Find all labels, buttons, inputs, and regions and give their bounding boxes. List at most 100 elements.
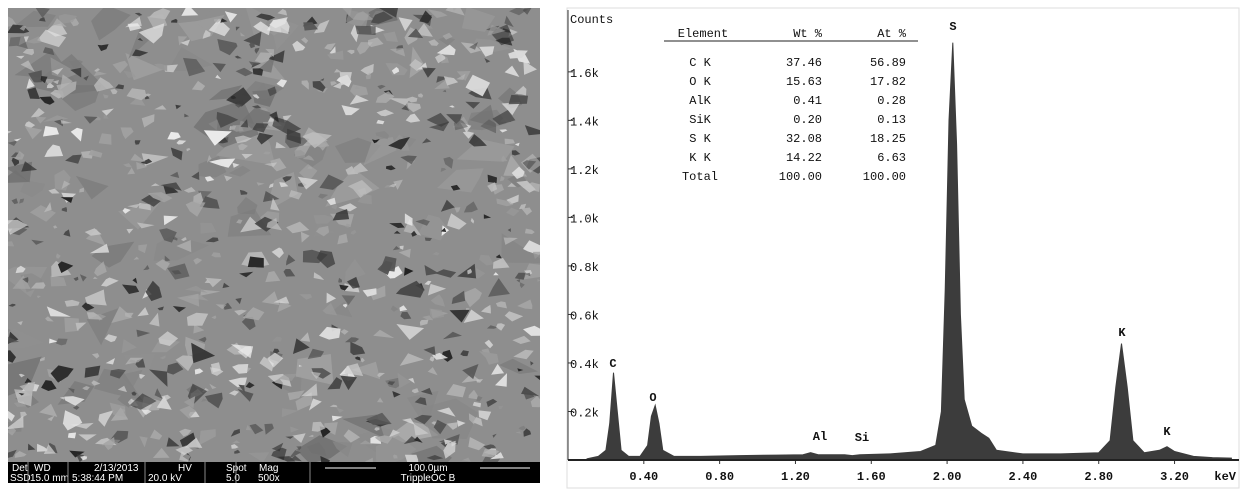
- sem-grain: [136, 161, 148, 170]
- sem-grain: [511, 150, 521, 156]
- sem-grain: [31, 239, 44, 245]
- sem-grain: [518, 425, 526, 431]
- y-tick-label: 0.4k: [570, 358, 599, 372]
- scale-bar-label: 100.0µm: [408, 463, 447, 474]
- sem-grain: [327, 377, 343, 390]
- sem-grain: [234, 449, 241, 454]
- sem-grain: [172, 237, 178, 241]
- sem-grain: [136, 222, 155, 229]
- sem-grain: [215, 74, 222, 80]
- sem-grain: [298, 364, 303, 367]
- sem-grain: [138, 244, 148, 254]
- sem-grain: [8, 336, 20, 343]
- sem-grain: [311, 368, 331, 379]
- sem-grain: [70, 127, 83, 142]
- sem-grain: [264, 423, 274, 435]
- sem-grain: [209, 383, 217, 389]
- sem-grain: [163, 215, 179, 226]
- sem-grain: [397, 372, 411, 389]
- table-cell: 14.22: [786, 151, 822, 165]
- sem-grain: [84, 228, 102, 236]
- sem-grain: [414, 397, 427, 406]
- sem-grain: [341, 295, 356, 306]
- sem-grain: [392, 391, 401, 398]
- sem-grain: [376, 109, 395, 117]
- sem-grain: [349, 95, 369, 105]
- sem-grain: [127, 167, 135, 175]
- sem-grain: [84, 365, 101, 378]
- sem-grain: [442, 331, 462, 340]
- sem-grain: [292, 433, 306, 443]
- sem-grain: [427, 283, 447, 296]
- info-value: 500x: [258, 473, 280, 484]
- sem-grain: [440, 227, 447, 232]
- sem-grain: [344, 223, 351, 229]
- sem-grain: [375, 91, 395, 103]
- sem-grain: [19, 25, 27, 31]
- sem-grain: [419, 319, 429, 326]
- sem-grain: [393, 179, 403, 190]
- sem-grain: [159, 355, 166, 360]
- sem-grain: [191, 80, 206, 91]
- sem-grain: [307, 348, 325, 359]
- sem-grain: [437, 407, 456, 417]
- sem-grain: [509, 8, 529, 16]
- sem-grain: [481, 304, 491, 314]
- sem-grain: [484, 58, 491, 63]
- sem-grain: [522, 160, 537, 170]
- peak-label: Al: [813, 430, 827, 444]
- sem-grain: [319, 326, 341, 340]
- sem-grain: [240, 32, 246, 37]
- sem-grain: [8, 219, 28, 235]
- sem-grain: [8, 303, 16, 307]
- sem-grain: [202, 29, 211, 39]
- sem-grain: [8, 16, 18, 27]
- sem-grain: [132, 277, 138, 284]
- sem-grain: [191, 342, 216, 364]
- sem-grain: [413, 436, 423, 443]
- sem-grain: [183, 57, 206, 77]
- sem-grain: [468, 413, 476, 425]
- sem-grain: [229, 125, 244, 132]
- sem-grain: [332, 209, 350, 221]
- sem-grain: [331, 204, 338, 210]
- peak-label: K: [1163, 425, 1171, 439]
- sem-grain: [52, 80, 59, 85]
- sem-grain: [507, 228, 511, 232]
- sem-grain: [271, 447, 287, 461]
- sem-grain: [265, 48, 275, 58]
- sem-grain: [234, 135, 252, 144]
- sem-grain: [175, 104, 182, 110]
- sem-grain: [199, 429, 216, 446]
- sem-grain: [470, 217, 475, 224]
- sem-grain: [253, 21, 271, 36]
- sem-grain: [28, 443, 36, 451]
- sem-grain: [404, 213, 413, 226]
- sem-grain: [29, 205, 56, 222]
- sem-grain: [51, 67, 64, 75]
- sem-grain: [170, 171, 180, 178]
- sem-grain: [256, 182, 265, 186]
- sem-grain: [110, 88, 118, 95]
- sem-grain: [222, 282, 230, 289]
- sem-grain: [521, 207, 532, 216]
- sem-grain: [329, 46, 336, 55]
- sem-grain: [388, 98, 411, 106]
- sem-grain: [267, 86, 277, 97]
- sem-grain: [60, 119, 72, 124]
- sem-grain: [354, 356, 361, 361]
- sem-grain: [155, 259, 170, 271]
- sem-grain: [206, 154, 212, 163]
- sem-grain: [183, 396, 196, 409]
- sem-grain: [154, 63, 168, 72]
- sem-grain: [424, 237, 432, 241]
- sem-grain: [481, 449, 500, 458]
- sem-grain: [389, 183, 397, 188]
- sem-grain: [105, 358, 115, 365]
- sem-grain: [449, 309, 470, 323]
- sem-grain: [446, 422, 458, 430]
- sem-grain: [8, 328, 44, 349]
- sem-grain: [28, 70, 42, 83]
- sem-grain: [285, 436, 294, 439]
- sem-grain: [141, 114, 155, 128]
